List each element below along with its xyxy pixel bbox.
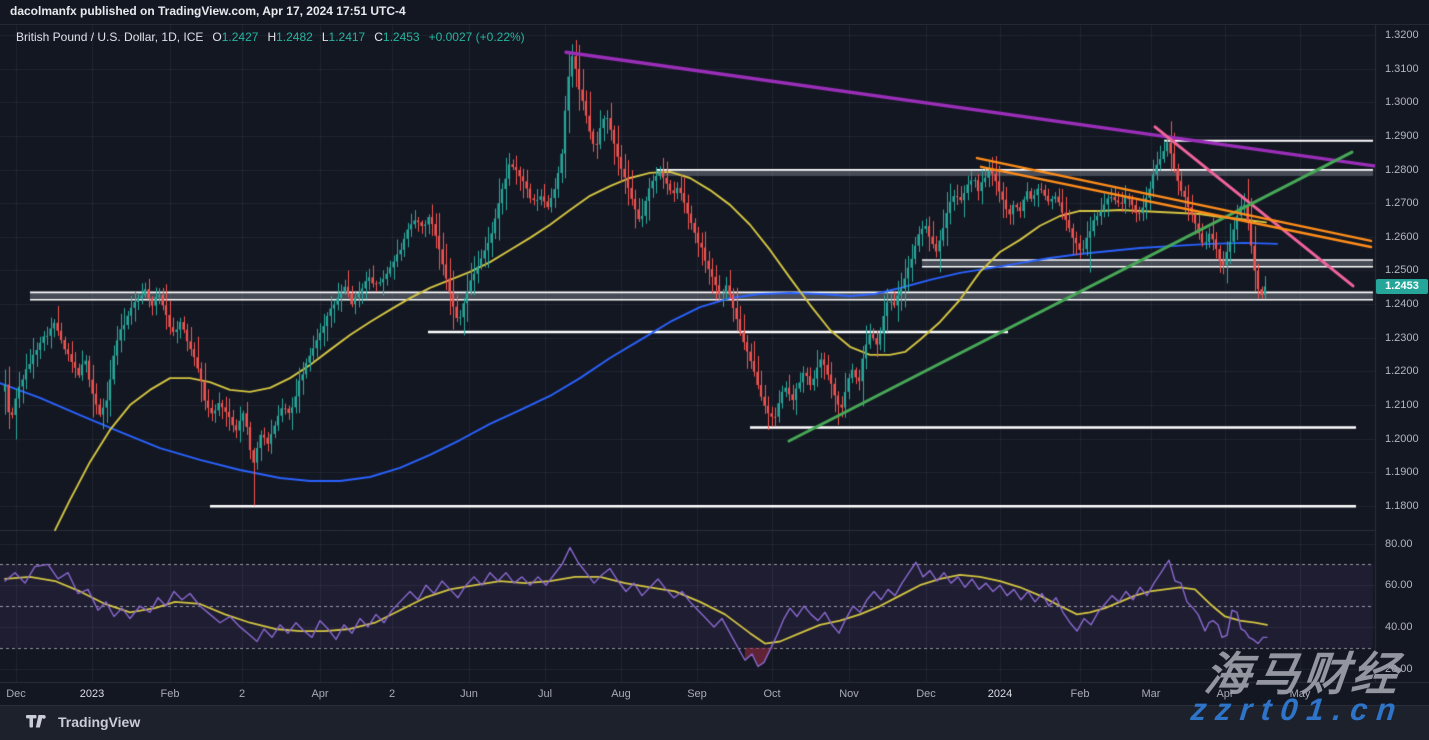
price-axis-label: 1.2000 — [1385, 432, 1419, 445]
price-axis-label: 1.2400 — [1385, 298, 1419, 311]
change-value: +0.0027 (+0.22%) — [428, 30, 525, 44]
tradingview-logo-text: TradingView — [58, 714, 141, 730]
time-axis-label: Dec — [6, 688, 26, 700]
ohlc-fields: O1.2427 H1.2482 L1.2417 C1.2453 — [203, 30, 419, 44]
time-axis[interactable]: Dec 2023 Feb 2 Apr 2 Jun Jul Aug Sep Oct Nov Dec 2024… — [0, 682, 1429, 705]
time-axis-label: Apr — [311, 688, 329, 700]
time-axis-label: Apr — [1216, 688, 1234, 700]
ohlc-value: 1.2482 — [276, 30, 313, 44]
price-axis-label: 1.2100 — [1385, 399, 1419, 412]
price-axis-label: 1.1900 — [1385, 466, 1419, 479]
rsi-axis-label: 40.00 — [1385, 620, 1413, 633]
price-axis-label: 1.1800 — [1385, 499, 1419, 512]
symbol-ohlc-row[interactable]: British Pound / U.S. Dollar, 1D, ICE O1.2… — [16, 30, 525, 46]
price-axis-label: 1.3000 — [1385, 96, 1419, 109]
time-axis-label: Dec — [916, 688, 936, 700]
price-axis-label: 1.2600 — [1385, 230, 1419, 243]
ohlc-letter: O — [212, 30, 222, 44]
ohlc-letter: C — [374, 30, 383, 44]
ohlc-letter: H — [267, 30, 277, 44]
ohlc-value: 1.2427 — [221, 30, 259, 44]
current-price-badge: 1.2453 — [1376, 278, 1428, 294]
time-axis-label: Feb — [1070, 688, 1090, 700]
ohlc-letter: L — [321, 30, 329, 44]
price-axis-label: 1.2200 — [1385, 365, 1419, 378]
tradingview-logo[interactable]: TradingView — [26, 714, 140, 730]
price-axis-label: 1.2800 — [1385, 163, 1419, 176]
time-axis-label: May — [1289, 688, 1311, 700]
time-axis-label: Aug — [611, 688, 631, 700]
price-axis-label: 1.2900 — [1385, 129, 1419, 142]
symbol-title[interactable]: British Pound / U.S. Dollar, 1D, ICE — [16, 30, 204, 44]
price-axis-label: 1.2700 — [1385, 197, 1419, 210]
time-axis-label: Oct — [763, 688, 781, 700]
rsi-axis-label: 80.00 — [1385, 537, 1413, 550]
price-axis-label: 1.3100 — [1385, 62, 1419, 75]
rsi-axis-label: 60.00 — [1385, 579, 1413, 592]
time-axis-label: 2024 — [987, 688, 1013, 700]
ohlc-value: 1.2417 — [328, 30, 366, 44]
time-axis-label: Jul — [537, 688, 553, 700]
price-axis[interactable]: 1.3200 1.3100 1.3000 1.2900 1.2800 1.2700 1.26… — [1376, 24, 1429, 682]
time-axis-label: 2 — [238, 688, 246, 700]
tradingview-logo-icon — [26, 715, 51, 729]
footer-toolbar: TradingView — [0, 705, 1429, 740]
price-axis-label: 1.2300 — [1385, 331, 1419, 344]
time-axis-label: Feb — [160, 688, 180, 700]
publish-header-text: dacolmanfx published on TradingView.com,… — [10, 4, 406, 18]
price-axis-label: 1.3200 — [1385, 29, 1419, 41]
rsi-axis-label: 20.00 — [1385, 662, 1413, 675]
time-axis-label: 2 — [388, 688, 396, 700]
time-axis-label: Jun — [460, 688, 478, 700]
price-axis-label: 1.2500 — [1385, 264, 1419, 277]
time-axis-label: Nov — [839, 688, 859, 700]
time-axis-label: 2023 — [79, 688, 105, 700]
ohlc-value: 1.2453 — [382, 30, 420, 44]
time-axis-label: Mar — [1141, 688, 1161, 700]
publish-header-bar: dacolmanfx published on TradingView.com,… — [0, 0, 1429, 25]
time-axis-label: Sep — [687, 688, 707, 700]
